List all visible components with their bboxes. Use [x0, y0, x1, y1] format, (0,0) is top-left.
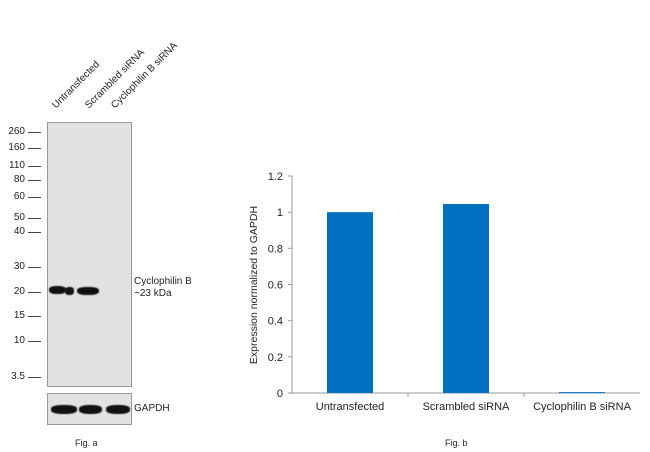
mw-marker-tick: [28, 316, 41, 317]
mw-marker-tick: [28, 132, 41, 133]
mw-marker-label: 50: [13, 212, 25, 223]
mw-marker-label: 15: [13, 310, 25, 321]
y-tick-label: 0.2: [268, 352, 283, 364]
blot-main: [47, 122, 132, 387]
x-tick-label: Scrambled siRNA: [423, 401, 510, 413]
y-tick-label: 1: [277, 207, 283, 219]
y-tick-label: 0.4: [268, 316, 283, 328]
mw-marker-tick: [28, 267, 41, 268]
band-lane1b: [65, 287, 74, 295]
mw-marker-tick: [28, 292, 41, 293]
gapdh-band-lane2: [79, 405, 102, 414]
mw-marker-tick: [28, 148, 41, 149]
y-tick-label: 1.2: [268, 171, 283, 183]
mw-marker-label: 260: [8, 126, 25, 137]
y-tick-label: 0.6: [268, 280, 283, 292]
band-lane1a: [49, 286, 66, 294]
mw-marker-label: 20: [13, 286, 25, 297]
blot-gapdh: [47, 393, 132, 425]
y-axis-label: Expression normalized to GAPDH: [248, 205, 260, 365]
mw-marker-label: 3.5: [11, 371, 25, 382]
bar-untransfected: [327, 212, 373, 393]
mw-marker-label: 40: [13, 226, 25, 237]
x-tick-label: Cyclophilin B siRNA: [533, 401, 631, 413]
y-tick-label: 0.8: [268, 243, 283, 255]
mw-marker-tick: [28, 232, 41, 233]
mw-marker-label: 30: [13, 261, 25, 272]
mw-marker-tick: [28, 180, 41, 181]
target-label: Cyclophilin B: [134, 276, 192, 287]
x-tick-label: Untransfected: [316, 401, 384, 413]
target-size: ~23 kDa: [134, 288, 172, 299]
gapdh-band-lane1: [51, 405, 77, 414]
bar-cyclophilin-b-sirna: [559, 392, 605, 394]
mw-marker-tick: [28, 218, 41, 219]
gapdh-band-lane3: [106, 405, 130, 414]
mw-marker-tick: [28, 341, 41, 342]
caption-fig-b: Fig. b: [445, 438, 468, 448]
mw-marker-label: 10: [13, 335, 25, 346]
y-tick-label: 0: [277, 388, 283, 400]
mw-marker-label: 160: [8, 142, 25, 153]
bar-scrambled-sirna: [443, 204, 489, 393]
band-lane2: [77, 287, 99, 295]
caption-fig-a: Fig. a: [75, 438, 98, 448]
mw-marker-label: 60: [13, 191, 25, 202]
gapdh-label: GAPDH: [134, 403, 170, 414]
mw-marker-tick: [28, 166, 41, 167]
mw-marker-label: 80: [13, 174, 25, 185]
mw-marker-tick: [28, 377, 41, 378]
mw-marker-label: 110: [9, 160, 25, 171]
mw-marker-tick: [28, 197, 41, 198]
